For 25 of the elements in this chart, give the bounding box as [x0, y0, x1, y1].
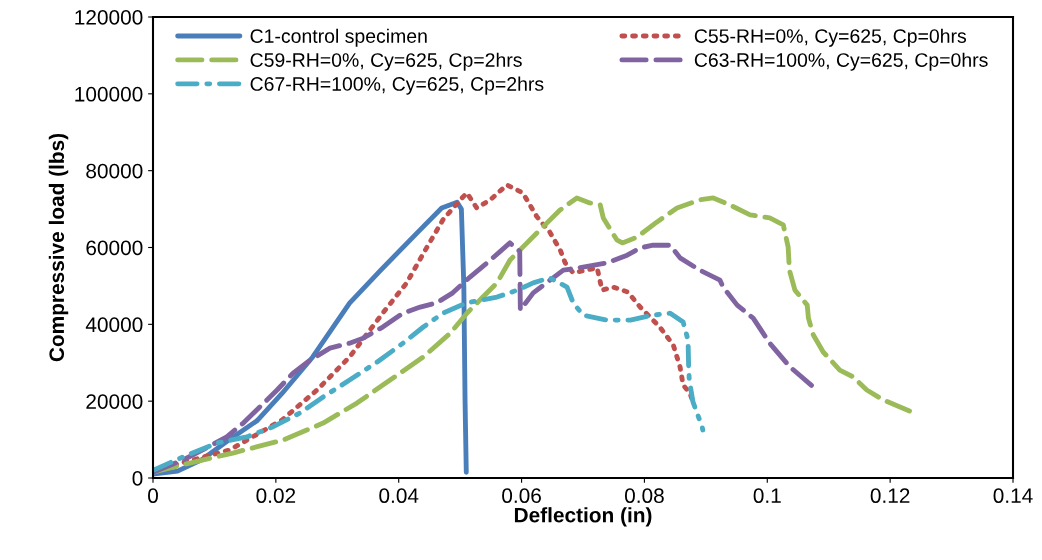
line-series	[153, 199, 469, 477]
y-tick-label: 120000	[75, 10, 143, 25]
x-tick-label: 0.06	[502, 488, 541, 504]
x-tick-label: 0.04	[379, 488, 419, 504]
y-tick-label: 0	[132, 471, 143, 486]
x-tick-label: 0.12	[870, 488, 910, 504]
y-tick-label: 100000	[75, 86, 143, 102]
legend-label: C63-RH=100%, Cy=625, Cp=0hrs	[694, 52, 988, 71]
x-tick-label: 0.02	[256, 488, 296, 504]
legend-label: C67-RH=100%, Cy=625, Cp=2hrs	[250, 76, 544, 95]
y-tick-label: 40000	[85, 317, 143, 333]
y-tick-label: 80000	[86, 163, 143, 179]
legend-label: C55-RH=0%, Cy=625, Cp=0hrs	[694, 28, 967, 47]
y-axis-title: Compressive load (lbs)	[48, 133, 69, 362]
x-axis-title: Deflection (in)	[514, 507, 652, 527]
y-tick-label: 60000	[86, 240, 143, 256]
legend-label: C1-control specimen	[250, 28, 427, 47]
legend-label: C59-RH=0%, Cy=625, Cp=2hrs	[250, 52, 522, 71]
x-tick-label: 0.08	[624, 488, 664, 504]
y-tick-label: 20000	[86, 394, 143, 409]
x-tick-label: 0.1	[753, 488, 781, 504]
x-tick-label: 0	[148, 488, 158, 504]
line-series	[153, 275, 706, 473]
x-tick-label: 0.14	[993, 488, 1033, 504]
line-series	[153, 195, 915, 475]
